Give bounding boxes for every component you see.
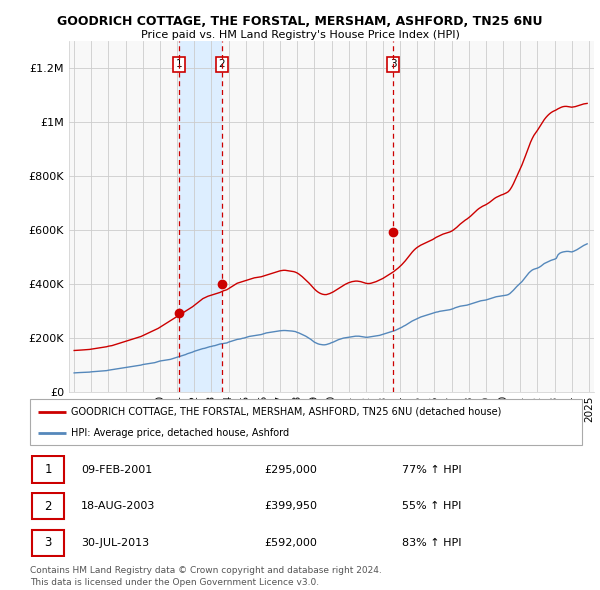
- Text: 55% ↑ HPI: 55% ↑ HPI: [402, 502, 461, 511]
- Text: 3: 3: [390, 59, 397, 69]
- Bar: [179, 41, 221, 392]
- Text: £399,950: £399,950: [264, 502, 317, 511]
- Text: 77% ↑ HPI: 77% ↑ HPI: [402, 465, 461, 474]
- Text: Contains HM Land Registry data © Crown copyright and database right 2024.: Contains HM Land Registry data © Crown c…: [30, 566, 382, 575]
- Text: 2: 2: [44, 500, 52, 513]
- Text: Price paid vs. HM Land Registry's House Price Index (HPI): Price paid vs. HM Land Registry's House …: [140, 30, 460, 40]
- Text: HPI: Average price, detached house, Ashford: HPI: Average price, detached house, Ashf…: [71, 428, 290, 438]
- Text: 83% ↑ HPI: 83% ↑ HPI: [402, 538, 461, 548]
- Text: 09-FEB-2001: 09-FEB-2001: [81, 465, 152, 474]
- Text: £592,000: £592,000: [264, 538, 317, 548]
- Text: 1: 1: [44, 463, 52, 476]
- Text: This data is licensed under the Open Government Licence v3.0.: This data is licensed under the Open Gov…: [30, 578, 319, 587]
- Text: 18-AUG-2003: 18-AUG-2003: [81, 502, 155, 511]
- Text: 1: 1: [175, 59, 182, 69]
- Text: 2: 2: [218, 59, 225, 69]
- Text: £295,000: £295,000: [264, 465, 317, 474]
- Text: GOODRICH COTTAGE, THE FORSTAL, MERSHAM, ASHFORD, TN25 6NU: GOODRICH COTTAGE, THE FORSTAL, MERSHAM, …: [57, 15, 543, 28]
- Text: GOODRICH COTTAGE, THE FORSTAL, MERSHAM, ASHFORD, TN25 6NU (detached house): GOODRICH COTTAGE, THE FORSTAL, MERSHAM, …: [71, 407, 502, 417]
- Text: 30-JUL-2013: 30-JUL-2013: [81, 538, 149, 548]
- Text: 3: 3: [44, 536, 52, 549]
